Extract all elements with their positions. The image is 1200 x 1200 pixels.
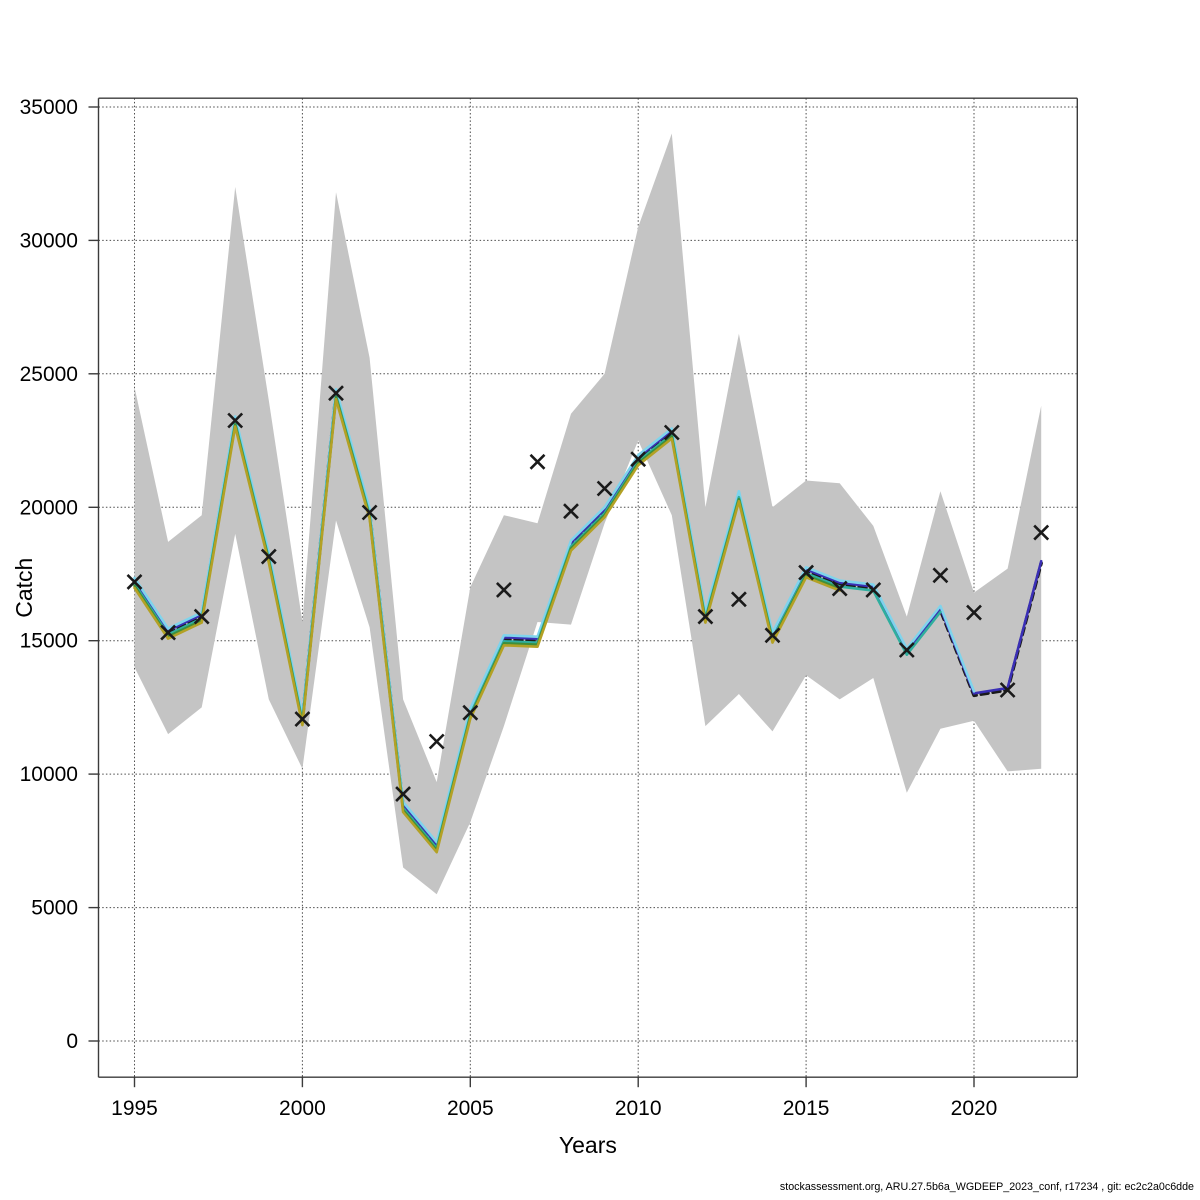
svg-text:1995: 1995	[111, 1097, 158, 1120]
svg-text:2015: 2015	[783, 1097, 830, 1120]
svg-text:20000: 20000	[20, 496, 78, 519]
svg-text:2005: 2005	[447, 1097, 494, 1120]
svg-text:2000: 2000	[279, 1097, 326, 1120]
svg-text:2010: 2010	[615, 1097, 662, 1120]
svg-text:0: 0	[66, 1030, 78, 1053]
svg-text:30000: 30000	[20, 229, 78, 252]
svg-text:Catch: Catch	[11, 558, 37, 618]
svg-text:10000: 10000	[20, 763, 78, 786]
svg-text:25000: 25000	[20, 363, 78, 386]
svg-text:stockassessment.org, ARU.27.5b: stockassessment.org, ARU.27.5b6a_WGDEEP_…	[780, 1181, 1194, 1193]
svg-text:35000: 35000	[20, 96, 78, 119]
svg-text:Years: Years	[559, 1132, 617, 1158]
svg-text:15000: 15000	[20, 630, 78, 653]
svg-text:2020: 2020	[951, 1097, 998, 1120]
svg-text:5000: 5000	[31, 897, 78, 920]
